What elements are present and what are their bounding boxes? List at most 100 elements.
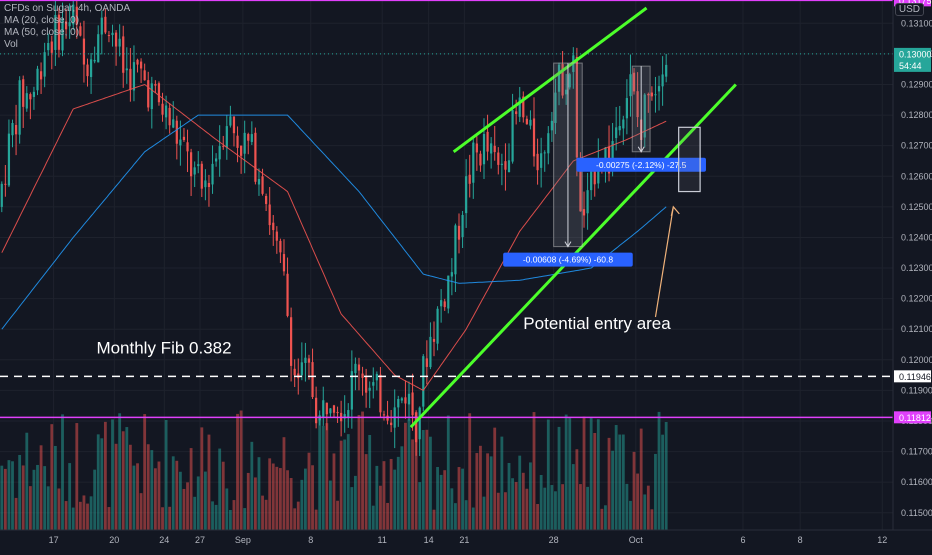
candle-body [25, 93, 28, 109]
candle-body [461, 214, 464, 238]
candle-body [447, 275, 450, 309]
entry-annotation: Potential entry area [523, 314, 671, 333]
volume-bar [43, 466, 47, 530]
candle-body [36, 68, 39, 91]
volume-bar [650, 509, 654, 530]
candle-body [211, 163, 214, 185]
volume-bar [153, 468, 157, 530]
candle-body [164, 105, 168, 118]
candle-body [72, 4, 75, 25]
candle-body [468, 174, 471, 184]
volume-bar [514, 482, 518, 530]
price-tick-label: 0.11700 [901, 447, 932, 457]
measure-label-bg [503, 252, 633, 267]
volume-bar [296, 501, 300, 530]
volume-bar [393, 469, 397, 530]
volume-bar [93, 469, 97, 530]
candle-body [407, 393, 411, 405]
volume-bar [400, 446, 404, 530]
volume-bar [196, 476, 200, 530]
candle-body [61, 18, 64, 51]
volume-bar [661, 434, 665, 530]
measure-arrowhead [637, 146, 645, 153]
volume-bar [214, 504, 218, 530]
candle-body [54, 14, 57, 50]
volume-bar [386, 502, 389, 530]
measure-label: -0.00608 (-4.69%) -60.8 [523, 255, 614, 265]
time-tick-label: Sep [235, 535, 251, 545]
candles [0, 0, 668, 457]
volume-legend[interactable]: Vol [4, 39, 18, 50]
volume-bar [446, 415, 450, 530]
candle-body [307, 358, 311, 363]
volume-bar [178, 471, 182, 530]
fib-annotation: Monthly Fib 0.382 [96, 339, 231, 358]
ma20-legend[interactable]: MA (20, close, 0) [4, 15, 80, 26]
volume-bar [14, 497, 18, 530]
currency-button[interactable]: USD [894, 3, 924, 16]
candle-body [450, 272, 453, 277]
volume-bar [32, 469, 36, 530]
candle-body [229, 116, 232, 126]
candle-body [197, 164, 200, 167]
candle-body [47, 42, 50, 51]
candle-body [622, 119, 625, 129]
volume-bar [504, 492, 507, 530]
price-tick-label: 0.13100 [901, 18, 932, 28]
candle-body [193, 167, 196, 175]
volume-bar [243, 508, 247, 530]
volume-bar [371, 505, 375, 530]
volume-bar [82, 495, 86, 530]
volume-bar [96, 434, 100, 530]
candle-body [32, 91, 36, 97]
candle-body [293, 368, 296, 376]
volume-bar [103, 421, 107, 530]
candle-body [625, 98, 628, 119]
volume-bar [557, 426, 561, 530]
candle-body [493, 145, 496, 153]
volume-bar [71, 507, 75, 530]
volume-bar [425, 429, 429, 530]
candle-body [657, 86, 661, 92]
candle-body [97, 34, 100, 63]
volume-bar [614, 425, 618, 530]
candle-body [615, 127, 618, 139]
volume-bar [571, 464, 575, 530]
volume-bar [236, 413, 239, 530]
legend: CFDs on Sugar, 4h, OANDA MA (20, close, … [4, 3, 130, 51]
volume-bar [414, 412, 418, 530]
candle-body [75, 6, 78, 25]
volume-bar [621, 434, 625, 530]
volume-bar [486, 453, 489, 530]
volume-bar [21, 465, 25, 530]
candle-body [300, 362, 303, 376]
volume-bar [278, 468, 282, 530]
candle-body [365, 376, 368, 393]
candle-body [565, 89, 568, 95]
volume-bar [18, 454, 22, 530]
candle-body [557, 64, 561, 92]
ma50-legend[interactable]: MA (50, close, 0) [4, 27, 80, 38]
volume-bar [100, 438, 104, 530]
candle-body [0, 183, 3, 207]
volume-bar [246, 472, 250, 530]
volume-bar [500, 436, 504, 530]
volume-bar [239, 410, 243, 530]
candle-body [265, 196, 268, 204]
symbol-title[interactable]: CFDs on Sugar, 4h, OANDA [4, 3, 131, 14]
candle-body [611, 141, 614, 171]
candle-body [354, 363, 357, 374]
volume-bar [150, 450, 154, 530]
volume-bar [664, 421, 668, 530]
candle-body [104, 16, 107, 33]
support-price-tag: 0.11812 [899, 413, 931, 423]
candle-body [479, 153, 482, 166]
candle-body [182, 136, 186, 141]
volume-bar [39, 445, 43, 530]
volume-bar [111, 419, 114, 530]
candle-body [157, 83, 161, 103]
volume-bar [75, 423, 79, 530]
volume-bar [600, 508, 604, 530]
volume-bar [421, 430, 425, 530]
